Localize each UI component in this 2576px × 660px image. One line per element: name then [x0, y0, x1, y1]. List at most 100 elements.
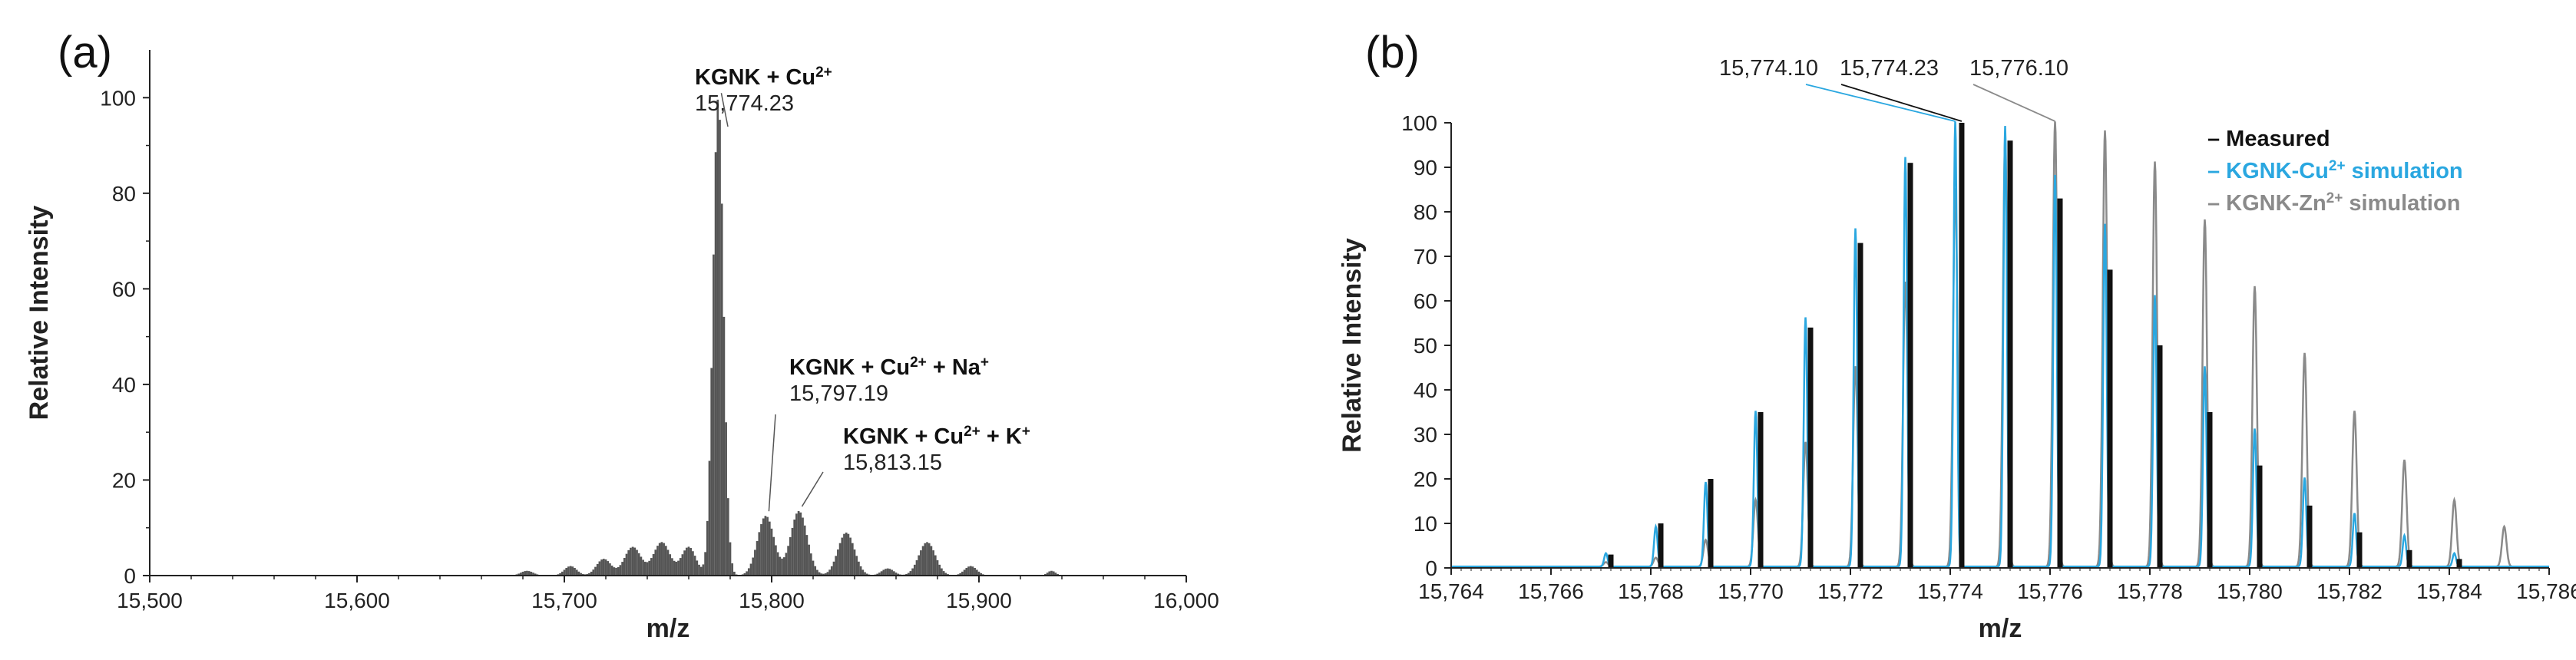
y-tick-label: 40 [112, 373, 136, 397]
measured-stick [2356, 532, 2363, 568]
x-tick-label: 15,700 [531, 589, 597, 612]
panel-b-peak-labels: 15,774.10 15,774.23 15,776.10 [1719, 56, 2068, 122]
y-tick-label: 20 [112, 468, 136, 492]
measured-stick [2007, 140, 2013, 568]
measured-stick [2306, 505, 2313, 568]
x-tick-label: 15,768 [1618, 579, 1684, 603]
peak-annotation-value: 15,797.19 [789, 381, 888, 406]
legend-entry: – KGNK-Zn2+ simulation [2207, 190, 2460, 216]
y-tick-label: 20 [1414, 467, 1437, 491]
panel-b-legend: – Measured– KGNK-Cu2+ simulation– KGNK-Z… [2207, 127, 2463, 216]
superscript: + [1022, 424, 1030, 440]
y-tick-label: 70 [1414, 245, 1437, 269]
peak-annotation-name: KGNK + Cu2+ [695, 64, 832, 91]
x-tick-label: 15,500 [117, 589, 183, 612]
text-run: – KGNK-Cu [2207, 159, 2329, 183]
y-tick-label: 50 [1414, 334, 1437, 358]
y-tick-label: 40 [1414, 378, 1437, 402]
text-run: KGNK + Cu [695, 65, 815, 90]
panel-a: (a) 15,500 15,600 15,700 15,800 15,900 16,000… [25, 28, 1219, 643]
x-tick-label: 15,800 [739, 589, 805, 612]
measured-stick [1708, 479, 1714, 568]
peak-annotation-value: 15,774.23 [695, 91, 794, 116]
x-tick-label: 15,774 [1917, 579, 1983, 603]
x-tick-label: 15,780 [2217, 579, 2283, 603]
peak-label-leader [1840, 84, 1963, 122]
measured-stick [1959, 123, 1965, 568]
panel-a-y-axis-label: Relative Intensity [25, 206, 54, 421]
panel-b-plot-area [1451, 121, 2549, 568]
y-tick-label: 0 [124, 564, 136, 588]
panel-a-label: (a) [58, 28, 112, 78]
y-tick-label: 10 [1414, 512, 1437, 536]
measured-stick [2406, 549, 2412, 568]
x-tick-label: 15,778 [2117, 579, 2183, 603]
peak-label-leader [1805, 84, 1956, 122]
y-tick-label: 80 [1414, 200, 1437, 224]
text-run: simulation [2346, 159, 2463, 183]
peak-annotation-name: KGNK + Cu2+ + Na+ [789, 355, 989, 381]
measured-stick [1658, 523, 1664, 568]
measured-stick [2207, 412, 2213, 568]
measured-stick [2107, 269, 2113, 568]
text-run: simulation [2343, 191, 2460, 216]
annotation-leader [768, 414, 776, 512]
annotation-leader [801, 471, 824, 507]
panel-b: (b) 15,764 15,766 15,768 15,770 15,772 15,774… [1338, 28, 2576, 643]
panel-a-x-axis-label: m/z [646, 614, 690, 643]
y-tick-label: 30 [1414, 423, 1437, 447]
x-tick-label: 15,764 [1418, 579, 1484, 603]
x-tick-label: 15,782 [2316, 579, 2383, 603]
x-tick-label: 16,000 [1153, 589, 1219, 612]
superscript: 2+ [910, 355, 927, 371]
measured-stick [1758, 412, 1764, 568]
peak-annotation-value: 15,813.15 [843, 450, 942, 475]
x-tick-label: 15,766 [1518, 579, 1584, 603]
panel-b-y-axis-label: Relative Intensity [1338, 238, 1367, 453]
x-tick-label: 15,776 [2017, 579, 2083, 603]
y-tick-label: 0 [1425, 556, 1437, 580]
superscript: 2+ [815, 64, 832, 81]
superscript: 2+ [2329, 158, 2346, 174]
measured-stick [2157, 345, 2163, 568]
measured-stick [1857, 243, 1863, 568]
measured-stick [1608, 554, 1614, 568]
y-tick-label: 80 [112, 182, 136, 206]
x-tick-label: 15,772 [1817, 579, 1883, 603]
panel-a-axes: 15,500 15,600 15,700 15,800 15,900 16,000 0 20 4… [100, 50, 1219, 612]
measured-stick [2257, 465, 2263, 568]
y-tick-label: 100 [1401, 111, 1437, 135]
text-run: – KGNK-Zn [2207, 191, 2326, 216]
peak-value-label: 15,774.23 [1840, 56, 1939, 81]
panel-b-label: (b) [1365, 28, 1420, 78]
series-kgnk-cu-simulation [1451, 121, 2549, 568]
panel-b-x-axis-label: m/z [1979, 614, 2022, 643]
x-tick-label: 15,770 [1718, 579, 1784, 603]
superscript: 2+ [964, 424, 980, 440]
text-run: + Na [927, 355, 981, 380]
x-tick-label: 15,786 [2516, 579, 2576, 603]
legend-entry: – Measured [2207, 127, 2330, 151]
peak-value-label: 15,774.10 [1719, 56, 1818, 81]
y-tick-label: 60 [1414, 289, 1437, 313]
text-run: + K [980, 424, 1022, 449]
y-tick-label: 60 [112, 277, 136, 301]
y-tick-label: 100 [100, 86, 136, 110]
superscript: 2+ [2326, 190, 2343, 206]
legend-entry: – KGNK-Cu2+ simulation [2207, 158, 2463, 184]
superscript: + [980, 355, 989, 371]
peak-label-leader [1973, 84, 2055, 122]
annotation-leader [720, 93, 729, 127]
measured-stick [2456, 559, 2462, 568]
x-tick-label: 15,900 [946, 589, 1012, 612]
text-run: KGNK + Cu [789, 355, 910, 380]
measured-stick [1807, 327, 1814, 568]
peak-annotation-name: KGNK + Cu2+ + K+ [843, 424, 1030, 450]
panel-b-axes: 15,764 15,766 15,768 15,770 15,772 15,774 15,7… [1401, 111, 2576, 603]
panel-a-plot-area [515, 99, 1059, 576]
text-run: – Measured [2207, 127, 2330, 151]
series-kgnk-zn-simulation [1451, 121, 2549, 568]
x-tick-label: 15,600 [324, 589, 390, 612]
